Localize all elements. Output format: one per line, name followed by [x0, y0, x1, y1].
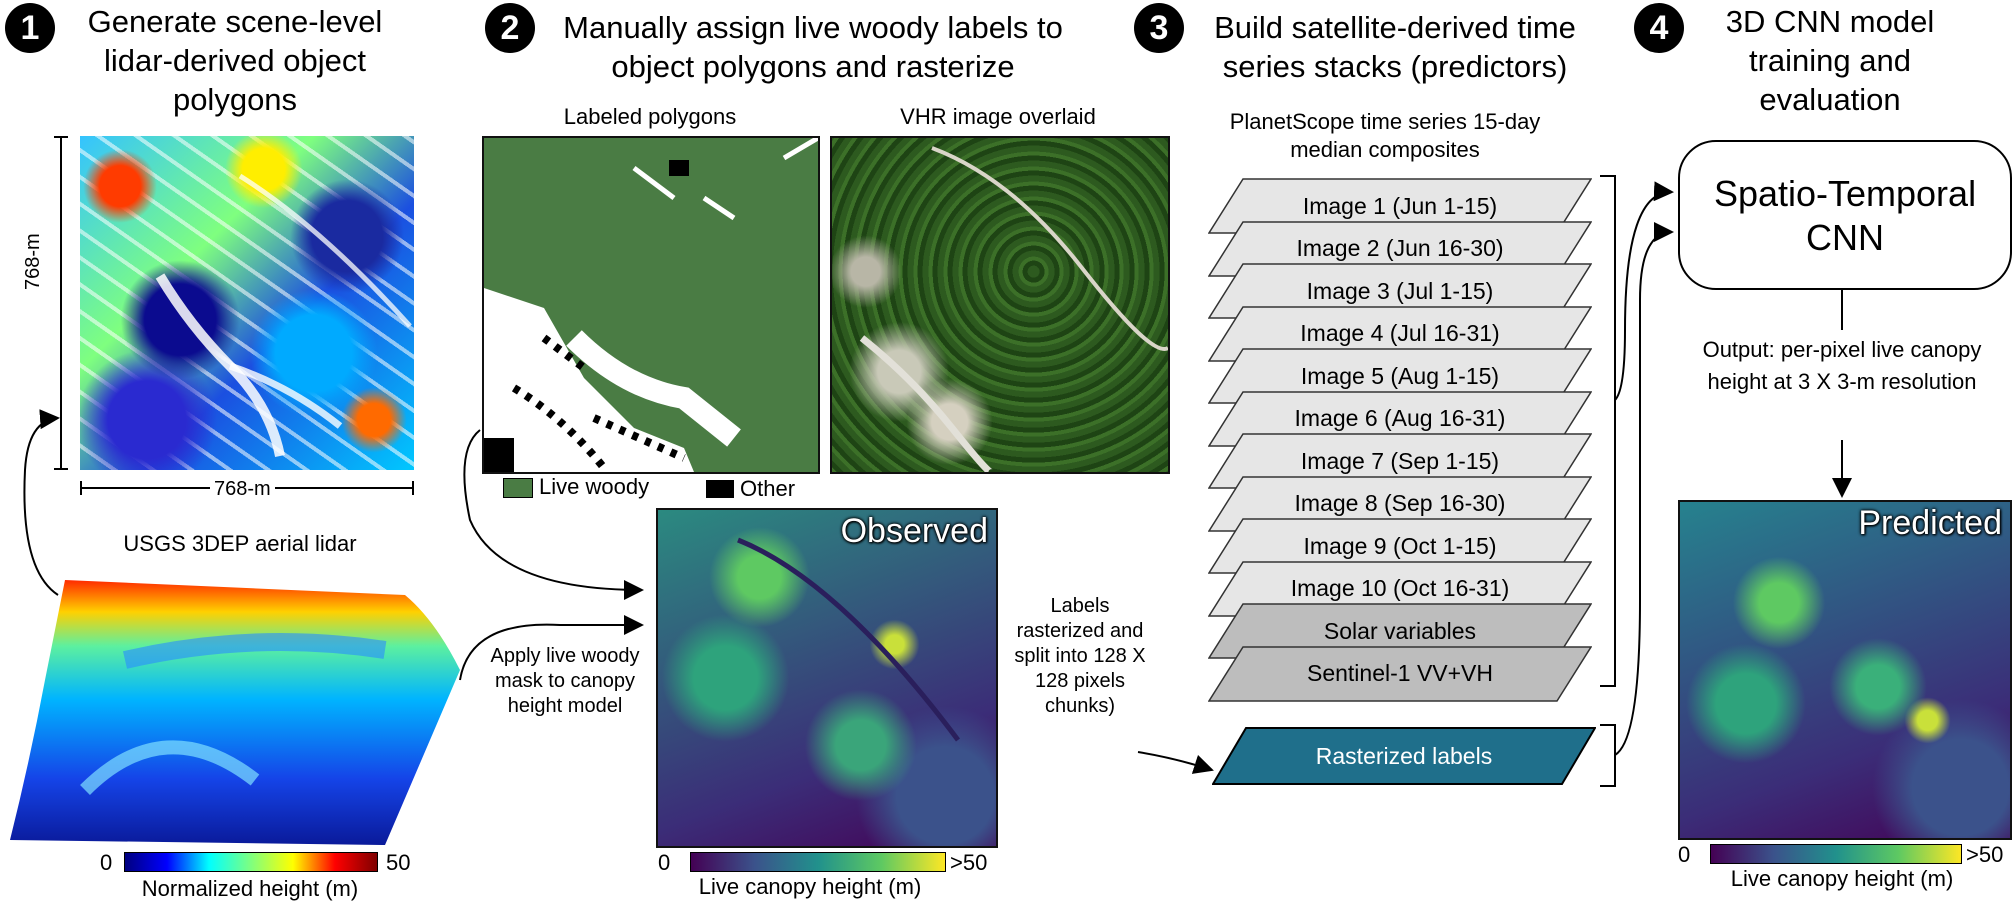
step-1-title: Generate scene-level lidar-derived objec…: [87, 4, 383, 117]
observed-cbar-label: Live canopy height (m): [698, 874, 922, 899]
predicted-cbar-max: >50: [1966, 842, 2004, 867]
legend-live-label: Live woody: [539, 474, 650, 499]
observed-label: Observed: [840, 512, 988, 550]
step-4-title: 3D CNN model training and evaluation: [1725, 4, 1935, 117]
stack-image-6: Image 6 (Aug 16-31): [1208, 390, 1592, 447]
legend-live-swatch: [503, 478, 533, 498]
stack-image-10: Image 10 (Oct 16-31): [1208, 560, 1592, 617]
stack-image-9: Image 9 (Oct 1-15): [1208, 518, 1592, 574]
dim-tick-bottom: [54, 468, 68, 470]
cnn-model-label: Spatio-Temporal CNN: [1713, 173, 1977, 258]
rasterized-labels-label: Rasterized labels: [1315, 742, 1493, 769]
legend-other-swatch: [706, 480, 734, 498]
labeled-polygons-title: Labeled polygons: [563, 104, 737, 129]
dim-label-horizontal: 768-m: [210, 478, 275, 501]
predicted-colorbar: [1710, 844, 1962, 864]
lidar-cbar-min: 0: [100, 850, 113, 875]
predicted-cbar-label: Live canopy height (m): [1730, 866, 1954, 891]
stack-image-8-label: Image 8 (Sep 16-30): [1294, 490, 1506, 516]
step-2-badge: 2: [485, 3, 535, 53]
step-3-badge: 3: [1134, 3, 1184, 53]
stack-image-7-label: Image 7 (Sep 1-15): [1300, 447, 1500, 474]
output-note: Output: per-pixel live canopy height at …: [1702, 337, 1982, 394]
stack-image-3-label: Image 3 (Jul 1-15): [1306, 277, 1494, 304]
labels-rasterized-note: Labels rasterized and split into 128 X 1…: [1014, 595, 1146, 717]
predicted-cbar-min: 0: [1678, 842, 1691, 867]
lidar-object-polygons-map: [80, 136, 414, 470]
stack-image-4-label: Image 4 (Jul 16-31): [1300, 320, 1500, 346]
legend-other-label: Other: [740, 476, 796, 501]
labeled-polygons-map: [482, 136, 820, 474]
stack-image-6-label: Image 6 (Aug 16-31): [1294, 405, 1506, 431]
dim-tick-right: [412, 481, 414, 495]
sentinel-1-layer: Sentinel-1 VV+VH: [1208, 645, 1592, 702]
step-4-badge: 4: [1634, 3, 1684, 53]
dim-tick-left: [80, 481, 82, 495]
observed-cbar-max: >50: [950, 850, 988, 875]
stack-image-10-label: Image 10 (Oct 16-31): [1290, 575, 1510, 601]
stack-image-9-label: Image 9 (Oct 1-15): [1303, 532, 1497, 559]
observed-colorbar: [690, 852, 946, 872]
predicted-canopy-map: Predicted: [1678, 500, 2012, 840]
step-2-title: Manually assign live woody labels to obj…: [563, 10, 1063, 84]
vhr-image-map: [830, 136, 1170, 474]
stack-image-5: Image 5 (Aug 1-15): [1208, 348, 1592, 404]
step-1-badge: 1: [5, 3, 55, 53]
lidar-title: USGS 3DEP aerial lidar: [123, 531, 357, 556]
predicted-label: Predicted: [1858, 504, 2002, 542]
planetscope-subtitle: PlanetScope time series 15-day median co…: [1229, 109, 1541, 162]
solar-variables-layer: Solar variables: [1208, 603, 1592, 659]
rasterized-labels-block: Rasterized labels: [1212, 727, 1596, 785]
observed-cbar-min: 0: [658, 850, 671, 875]
apply-mask-note: Apply live woody mask to canopy height m…: [490, 645, 640, 717]
stack-image-1: Image 1 (Jun 1-15): [1208, 178, 1592, 234]
step-3-title: Build satellite-derived time series stac…: [1214, 10, 1576, 84]
stack-image-2: Image 2 (Jun 16-30): [1208, 220, 1592, 277]
dim-line-vertical: [60, 136, 62, 470]
lidar-colorbar: [124, 852, 378, 872]
stack-image-4: Image 4 (Jul 16-31): [1208, 305, 1592, 362]
stack-image-1-label: Image 1 (Jun 1-15): [1302, 192, 1498, 219]
sentinel-1-layer-label: Sentinel-1 VV+VH: [1306, 660, 1494, 686]
cnn-model-box: [1678, 140, 2012, 290]
lidar-cbar-max: 50: [386, 850, 411, 875]
stack-image-2-label: Image 2 (Jun 16-30): [1296, 235, 1504, 261]
lidar-3d-surface: [10, 580, 460, 845]
lidar-cbar-label: Normalized height (m): [141, 876, 359, 901]
dim-tick-top: [54, 136, 68, 138]
stack-image-5-label: Image 5 (Aug 1-15): [1300, 362, 1500, 389]
observed-canopy-map: Observed: [656, 508, 998, 848]
stack-image-3: Image 3 (Jul 1-15): [1208, 263, 1592, 319]
solar-variables-layer-label: Solar variables: [1323, 617, 1477, 644]
vhr-title: VHR image overlaid: [900, 104, 1096, 129]
